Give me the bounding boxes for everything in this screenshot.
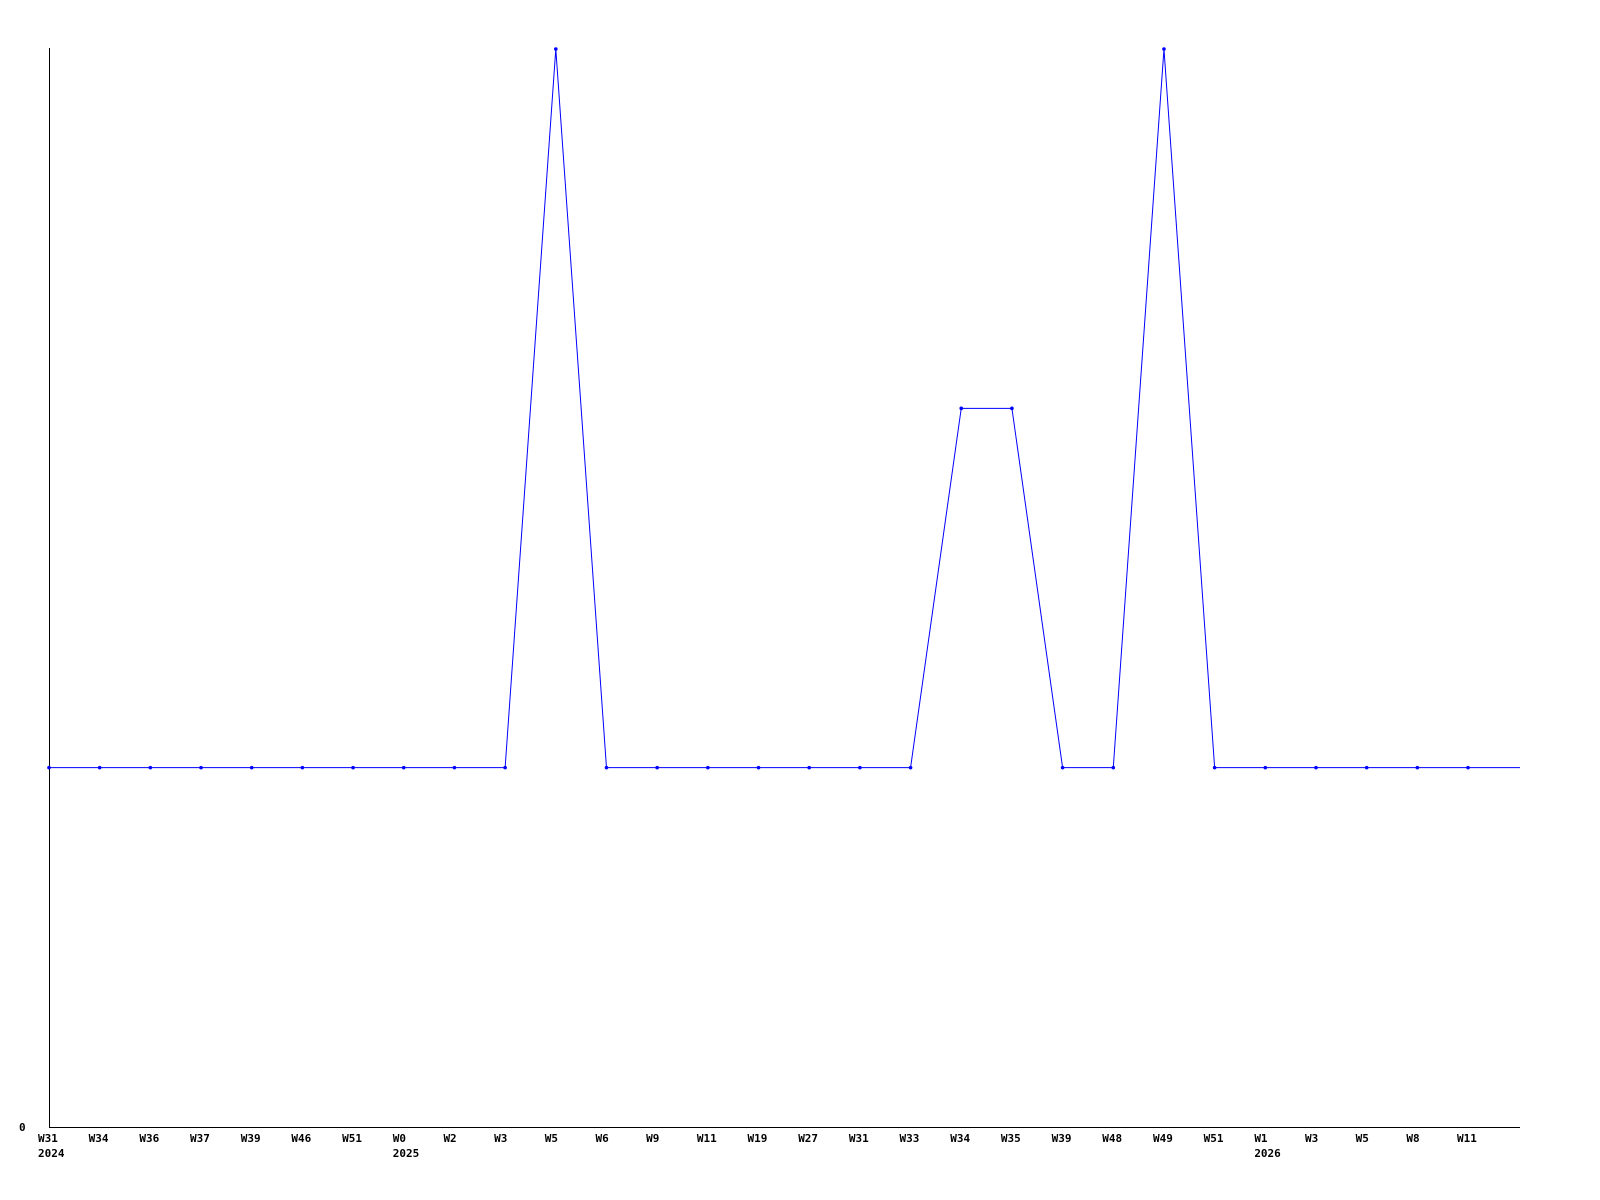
data-point: [1364, 765, 1369, 770]
y-tick-label-0: 0: [19, 1121, 26, 1134]
data-point: [1212, 765, 1217, 770]
x-tick-label: W11: [1457, 1132, 1477, 1145]
data-point: [1010, 406, 1014, 411]
x-year-label: 2026: [1254, 1147, 1281, 1160]
data-point: [655, 765, 659, 770]
x-tick-label: W3: [494, 1132, 507, 1145]
x-tick-label: W34: [950, 1132, 970, 1145]
x-tick-label: W1: [1254, 1132, 1268, 1145]
x-tick-label: W11: [697, 1132, 717, 1145]
x-tick-label: W5: [545, 1132, 558, 1145]
x-tick-label: W9: [646, 1132, 659, 1145]
data-point: [199, 765, 203, 770]
x-tick-label: W27: [798, 1132, 818, 1145]
data-point: [1263, 765, 1268, 770]
x-tick-label: W35: [1001, 1132, 1021, 1145]
data-point: [249, 765, 254, 770]
x-tick-label: W0: [393, 1132, 406, 1145]
data-point: [1111, 765, 1116, 770]
data-point: [908, 765, 913, 770]
x-tick-label: W34: [89, 1132, 109, 1145]
x-year-label: 2025: [393, 1147, 420, 1160]
data-point: [97, 765, 102, 770]
data-point: [1415, 765, 1420, 770]
x-tick-label: W48: [1102, 1132, 1122, 1145]
data-point: [959, 406, 964, 411]
data-point: [756, 765, 761, 770]
x-tick-label: W31: [38, 1132, 58, 1145]
data-point: [1466, 765, 1470, 770]
x-tick-label: W6: [595, 1132, 609, 1145]
x-tick-label: W3: [1305, 1132, 1318, 1145]
x-tick-label: W46: [291, 1132, 311, 1145]
data-point: [351, 765, 355, 770]
data-point: [47, 765, 51, 770]
data-point: [1162, 47, 1166, 51]
data-point: [503, 765, 507, 770]
x-tick-label: W51: [1204, 1132, 1224, 1145]
series-line: [49, 48, 1520, 769]
x-tick-label: W33: [900, 1132, 920, 1145]
x-tick-label: W2: [443, 1132, 456, 1145]
data-point: [1314, 765, 1318, 770]
data-point: [858, 765, 862, 770]
x-tick-label: W36: [139, 1132, 159, 1145]
data-point: [706, 765, 710, 770]
data-point: [452, 765, 457, 770]
x-tick-label: W5: [1356, 1132, 1369, 1145]
x-tick-label: W39: [241, 1132, 261, 1145]
x-tick-label: W49: [1153, 1132, 1173, 1145]
x-tick-label: W8: [1406, 1132, 1419, 1145]
data-point: [1060, 765, 1065, 770]
data-point: [554, 47, 558, 51]
x-tick-label: W31: [849, 1132, 869, 1145]
data-point: [300, 765, 305, 770]
data-point: [604, 765, 609, 770]
x-tick-label: W39: [1052, 1132, 1072, 1145]
data-point: [401, 765, 406, 770]
x-tick-label: W51: [342, 1132, 362, 1145]
data-point: [807, 765, 811, 770]
x-year-label: 2024: [38, 1147, 65, 1160]
x-tick-label: W19: [748, 1132, 768, 1145]
x-tick-label: W37: [190, 1132, 210, 1145]
data-point: [148, 765, 153, 770]
